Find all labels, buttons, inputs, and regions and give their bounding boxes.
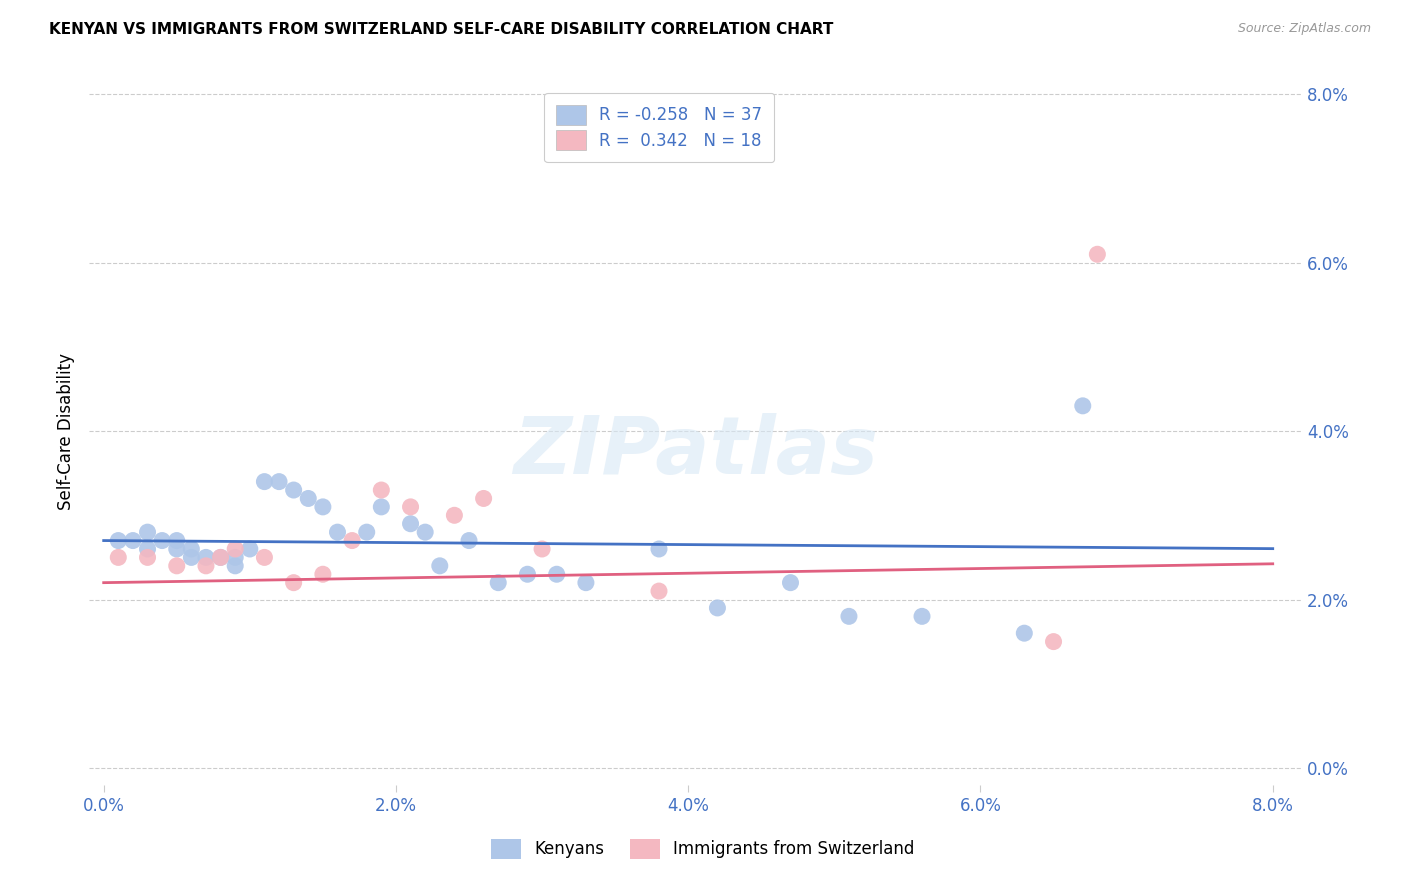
Point xyxy=(194,558,217,573)
Point xyxy=(531,541,554,556)
Point xyxy=(706,601,728,615)
Point xyxy=(370,483,392,497)
Point xyxy=(1085,247,1108,261)
Point xyxy=(413,525,436,540)
Point xyxy=(297,491,319,506)
Point xyxy=(516,567,538,582)
Point xyxy=(136,550,159,565)
Point xyxy=(166,533,188,548)
Point xyxy=(180,541,202,556)
Point xyxy=(209,550,232,565)
Text: KENYAN VS IMMIGRANTS FROM SWITZERLAND SELF-CARE DISABILITY CORRELATION CHART: KENYAN VS IMMIGRANTS FROM SWITZERLAND SE… xyxy=(49,22,834,37)
Point xyxy=(1042,634,1064,648)
Point xyxy=(1071,399,1094,413)
Point xyxy=(1014,626,1036,640)
Point xyxy=(458,533,481,548)
Point xyxy=(838,609,860,624)
Point xyxy=(194,550,217,565)
Point xyxy=(209,550,232,565)
Point xyxy=(312,500,335,514)
Point xyxy=(136,541,159,556)
Point xyxy=(107,533,129,548)
Point xyxy=(399,516,422,531)
Point xyxy=(399,500,422,514)
Point xyxy=(253,550,276,565)
Point xyxy=(429,558,451,573)
Point xyxy=(472,491,495,506)
Text: ZIPatlas: ZIPatlas xyxy=(513,413,877,491)
Point xyxy=(356,525,378,540)
Point xyxy=(107,550,129,565)
Point xyxy=(253,475,276,489)
Point xyxy=(150,533,173,548)
Point xyxy=(180,550,202,565)
Point xyxy=(267,475,290,489)
Point xyxy=(779,575,801,590)
Point xyxy=(122,533,145,548)
Point xyxy=(283,483,305,497)
Point xyxy=(370,500,392,514)
Point xyxy=(443,508,465,523)
Point xyxy=(166,541,188,556)
Point xyxy=(283,575,305,590)
Y-axis label: Self-Care Disability: Self-Care Disability xyxy=(58,352,75,509)
Point xyxy=(486,575,509,590)
Point xyxy=(224,550,246,565)
Point xyxy=(312,567,335,582)
Point xyxy=(648,541,671,556)
Legend: Kenyans, Immigrants from Switzerland: Kenyans, Immigrants from Switzerland xyxy=(485,832,921,866)
Point xyxy=(326,525,349,540)
Point xyxy=(224,541,246,556)
Point xyxy=(224,558,246,573)
Point xyxy=(575,575,598,590)
Point xyxy=(911,609,934,624)
Point xyxy=(648,584,671,599)
Text: Source: ZipAtlas.com: Source: ZipAtlas.com xyxy=(1237,22,1371,36)
Point xyxy=(340,533,363,548)
Legend: R = -0.258   N = 37, R =  0.342   N = 18: R = -0.258 N = 37, R = 0.342 N = 18 xyxy=(544,93,773,161)
Point xyxy=(239,541,262,556)
Point xyxy=(166,558,188,573)
Point xyxy=(136,525,159,540)
Point xyxy=(546,567,568,582)
